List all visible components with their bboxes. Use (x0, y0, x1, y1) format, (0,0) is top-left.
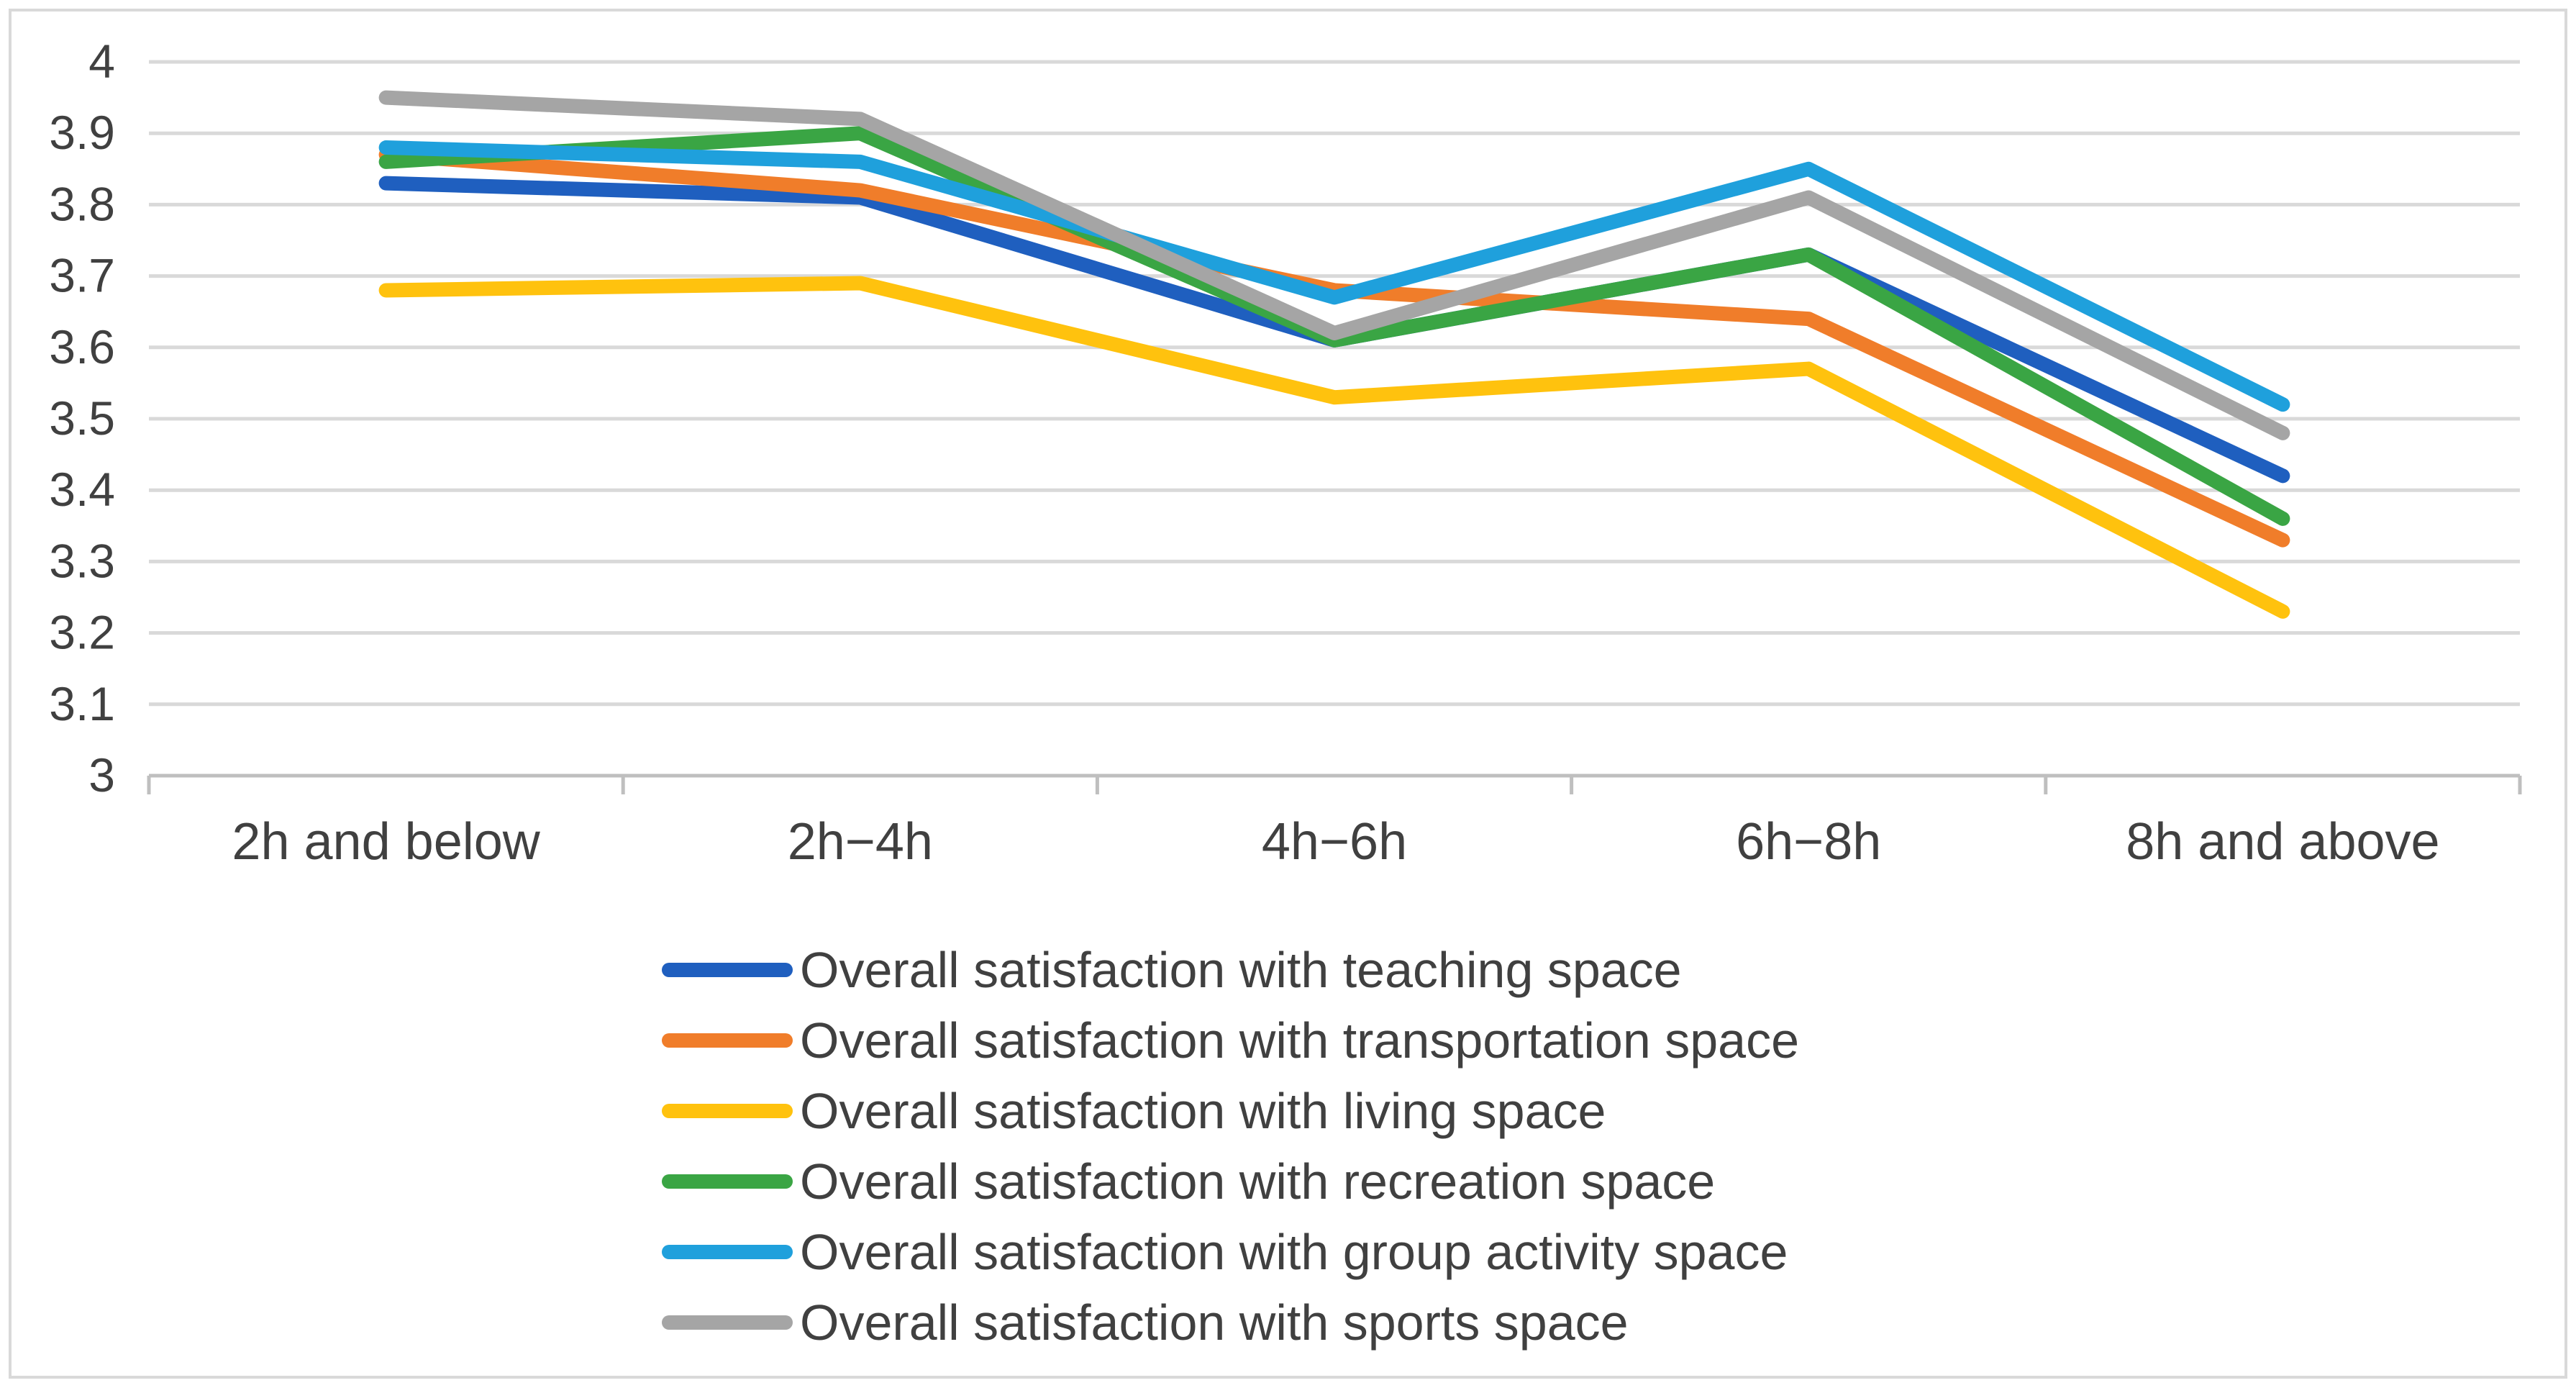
x-tick-label: 6h−8h (1736, 813, 1881, 871)
x-axis (147, 774, 2522, 794)
y-tick-label: 3.9 (49, 106, 115, 159)
y-tick-label: 4 (88, 35, 115, 88)
legend-label: Overall satisfaction with group activity… (800, 1224, 1788, 1280)
y-tick-label: 3.4 (49, 463, 115, 516)
x-tick-label: 2h−4h (788, 813, 933, 871)
series-lines (378, 90, 2290, 619)
x-axis-tick-labels: 2h and below 2h−4h 4h−6h 6h−8h 8h and above (232, 813, 2439, 871)
y-tick-label: 3.1 (49, 677, 115, 730)
y-tick-label: 3.8 (49, 177, 115, 230)
y-tick-label: 3.7 (49, 249, 115, 302)
legend-label: Overall satisfaction with living space (800, 1083, 1606, 1139)
x-tick-label: 8h and above (2126, 813, 2439, 871)
y-tick-label: 3.6 (49, 320, 115, 373)
y-tick-label: 3.2 (49, 606, 115, 659)
series-line-2 (378, 276, 2290, 619)
legend-label: Overall satisfaction with recreation spa… (800, 1153, 1715, 1210)
legend-label: Overall satisfaction with teaching space (800, 942, 1682, 998)
y-tick-label: 3.3 (49, 534, 115, 587)
legend-label: Overall satisfaction with sports space (800, 1294, 1629, 1351)
y-axis-tick-labels: 3 3.1 3.2 3.3 3.4 3.5 3.6 3.7 3.8 3.9 4 (49, 35, 115, 802)
chart-border (9, 9, 2567, 1379)
y-tick-label: 3 (88, 748, 115, 802)
legend-label: Overall satisfaction with transportation… (800, 1012, 1799, 1069)
series-line-4 (378, 140, 2290, 412)
series-line-5 (378, 90, 2290, 440)
x-tick-label: 2h and below (232, 813, 540, 871)
x-tick-label: 4h−6h (1262, 813, 1407, 871)
y-tick-label: 3.5 (49, 391, 115, 445)
legend: Overall satisfaction with teaching space… (662, 942, 1799, 1351)
